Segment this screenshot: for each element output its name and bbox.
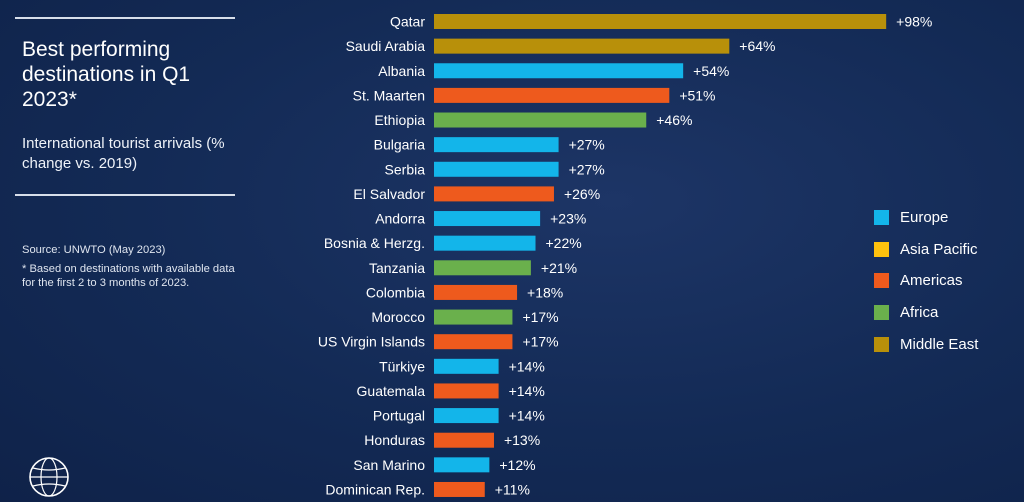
legend-label: Africa [900,304,939,322]
value-label: +13% [504,432,540,448]
category-label: Morocco [371,309,425,325]
category-label: Qatar [390,14,425,30]
value-label: +98% [896,14,932,30]
bar [434,358,499,374]
category-label: Saudi Arabia [346,38,426,54]
bar [434,284,518,300]
bar [434,87,670,103]
bar [434,408,499,424]
value-label: +18% [527,284,563,300]
category-label: Tanzania [369,260,425,276]
category-label: Bulgaria [374,137,426,153]
legend-label: Asia Pacific [900,240,978,258]
legend-label: Americas [900,272,963,290]
legend-item: Africa [874,297,978,329]
category-label: Bosnia & Herzg. [324,235,425,251]
bar [434,432,494,448]
category-label: US Virgin Islands [318,334,425,350]
legend-item: Asia Pacific [874,234,978,266]
category-label: Colombia [366,284,425,300]
category-label: Türkiye [379,358,425,374]
bar [434,481,485,497]
bar [434,309,513,325]
bar [434,186,554,202]
category-label: Portugal [373,408,425,424]
top-divider [15,17,235,19]
value-label: +23% [550,211,586,227]
legend-swatch [874,305,889,321]
legend-swatch [874,336,889,352]
bar [434,14,887,29]
category-label: San Marino [353,457,425,473]
value-label: +14% [509,408,545,424]
value-label: +54% [693,63,729,79]
bar [434,137,559,153]
value-label: +17% [522,334,558,350]
value-label: +27% [569,161,605,177]
category-label: Guatemala [357,383,426,399]
chart-subtitle: International tourist arrivals (% change… [22,135,225,172]
value-label: +14% [509,358,545,374]
value-label: +27% [569,137,605,153]
category-label: Ethiopia [374,112,425,128]
category-label: El Salvador [353,186,425,202]
category-label: Dominican Rep. [325,481,425,497]
legend-swatch [874,210,889,226]
footnote: * Based on destinations with available d… [22,263,235,289]
bar [434,63,684,79]
value-label: +64% [739,38,775,54]
value-label: +22% [546,235,582,251]
bar [434,260,531,276]
bar [434,457,490,473]
bar [434,211,541,227]
bar [434,112,647,128]
category-label: Andorra [375,211,425,227]
value-label: +21% [541,260,577,276]
bar [434,38,730,54]
category-label: Serbia [385,161,426,177]
value-label: +12% [499,457,535,473]
legend-swatch [874,273,889,289]
bar [434,334,513,350]
category-label: Honduras [364,432,425,448]
legend-label: Middle East [900,335,979,353]
legend-item: Europe [874,202,978,234]
bottom-divider [15,194,235,196]
chart-title: Best performing destinations in Q1 2023* [22,38,191,111]
bar [434,235,536,251]
category-label: Albania [378,63,425,79]
value-label: +14% [509,383,545,399]
legend-swatch [874,241,889,257]
legend-label: Europe [900,209,949,227]
bar [434,161,559,177]
legend-item: Americas [874,265,978,297]
globe-icon [29,457,69,497]
value-label: +17% [522,309,558,325]
value-label: +51% [679,87,715,103]
category-label: St. Maarten [353,87,425,103]
legend-item: Middle East [874,328,978,360]
value-label: +46% [656,112,692,128]
bar [434,383,499,399]
source-note: Source: UNWTO (May 2023) [22,244,166,256]
value-label: +11% [495,481,530,497]
legend: Europe Asia Pacific Americas Africa Middle E… [874,202,978,360]
value-label: +26% [564,186,600,202]
